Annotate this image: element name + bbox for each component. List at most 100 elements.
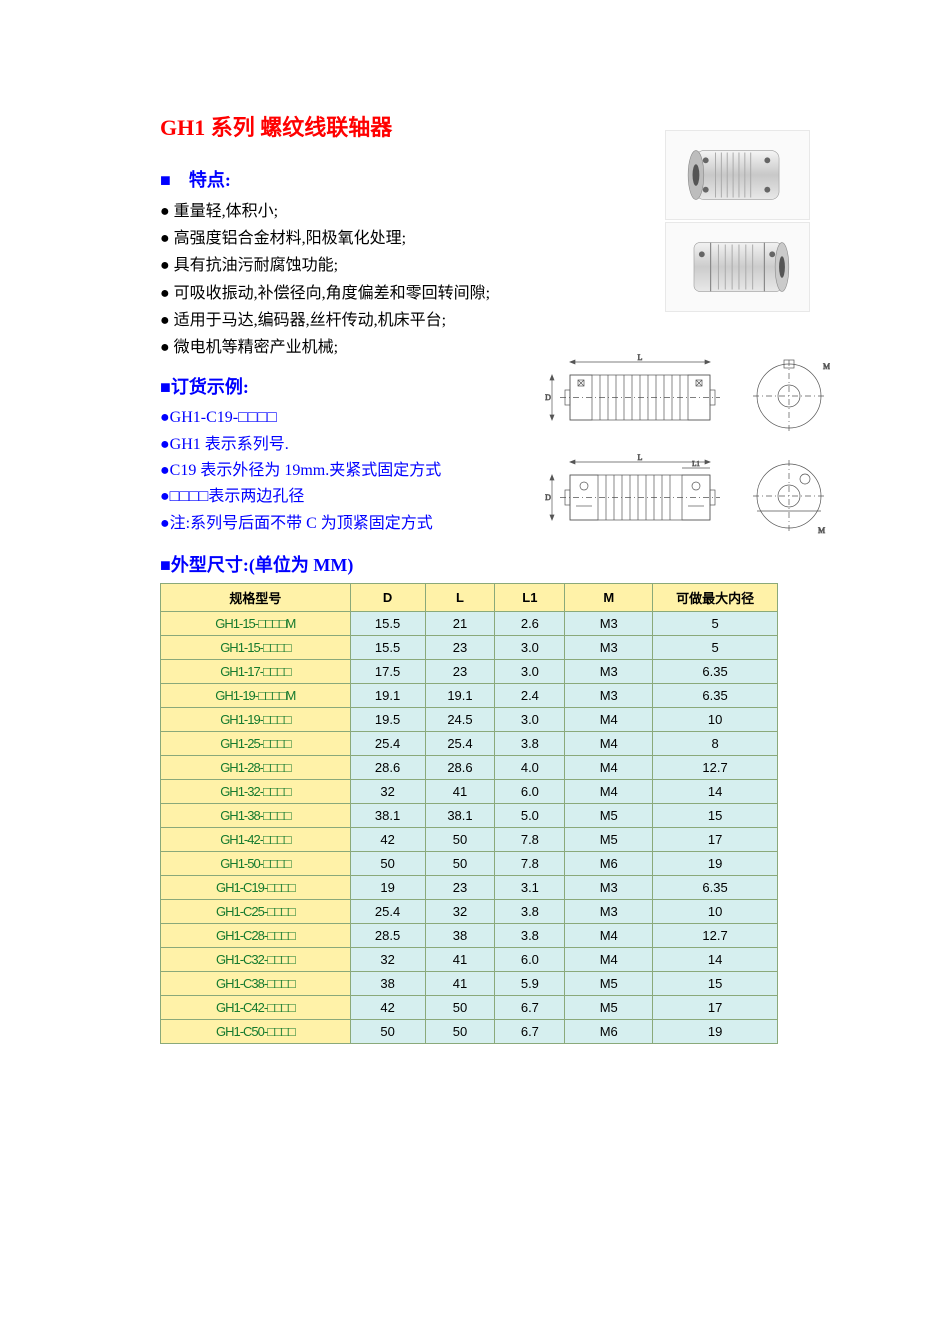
th-model: 规格型号 (161, 584, 351, 612)
cell-data: 50 (350, 852, 425, 876)
cell-data: M5 (565, 828, 653, 852)
cell-data: 28.6 (350, 756, 425, 780)
cell-data: M4 (565, 756, 653, 780)
cell-data: 5.9 (495, 972, 565, 996)
cell-data: 17.5 (350, 660, 425, 684)
svg-text:L: L (638, 353, 643, 362)
cell-data: 6.35 (653, 876, 778, 900)
cell-data: 5.0 (495, 804, 565, 828)
drawing-bottom-right: M (748, 455, 830, 537)
cell-data: 19.5 (350, 708, 425, 732)
table-row: GH1-42-□□□□42507.8M517 (161, 828, 778, 852)
cell-model: GH1-19-□□□□M (161, 684, 351, 708)
table-row: GH1-15-□□□□M15.5212.6M35 (161, 612, 778, 636)
cell-data: M5 (565, 972, 653, 996)
drawing-top-left: L D (540, 350, 740, 442)
cell-data: 7.8 (495, 852, 565, 876)
table-row: GH1-C38-□□□□38415.9M515 (161, 972, 778, 996)
cell-data: 42 (350, 996, 425, 1020)
cell-data: M3 (565, 684, 653, 708)
cell-model: GH1-C50-□□□□ (161, 1020, 351, 1044)
cell-data: M6 (565, 852, 653, 876)
table-row: GH1-28-□□□□28.628.64.0M412.7 (161, 756, 778, 780)
cell-data: M4 (565, 924, 653, 948)
cell-data: 28.5 (350, 924, 425, 948)
cell-data: 25.4 (350, 732, 425, 756)
cell-data: 12.7 (653, 756, 778, 780)
cell-data: 50 (425, 828, 495, 852)
cell-data: M3 (565, 636, 653, 660)
cell-data: 4.0 (495, 756, 565, 780)
cell-data: 41 (425, 780, 495, 804)
cell-model: GH1-C38-□□□□ (161, 972, 351, 996)
cell-data: 3.8 (495, 732, 565, 756)
th-l1: L1 (495, 584, 565, 612)
cell-data: 38.1 (425, 804, 495, 828)
cell-data: 50 (425, 852, 495, 876)
cell-data: 3.0 (495, 636, 565, 660)
cell-model: GH1-50-□□□□ (161, 852, 351, 876)
cell-data: 3.1 (495, 876, 565, 900)
cell-data: M5 (565, 996, 653, 1020)
cell-data: 3.8 (495, 900, 565, 924)
spec-table: 规格型号 D L L1 M 可做最大内径 GH1-15-□□□□M15.5212… (160, 583, 778, 1044)
cell-data: M3 (565, 660, 653, 684)
cell-model: GH1-32-□□□□ (161, 780, 351, 804)
svg-text:M: M (818, 526, 825, 535)
cell-data: 15 (653, 972, 778, 996)
cell-data: 10 (653, 708, 778, 732)
cell-data: 14 (653, 780, 778, 804)
cell-data: 19.1 (425, 684, 495, 708)
cell-data: 28.6 (425, 756, 495, 780)
cell-model: GH1-19-□□□□ (161, 708, 351, 732)
cell-data: 38 (425, 924, 495, 948)
cell-model: GH1-25-□□□□ (161, 732, 351, 756)
cell-data: 38.1 (350, 804, 425, 828)
th-m: M (565, 584, 653, 612)
table-row: GH1-19-□□□□M19.119.12.4M36.35 (161, 684, 778, 708)
table-row: GH1-25-□□□□25.425.43.8M48 (161, 732, 778, 756)
cell-data: M4 (565, 708, 653, 732)
cell-data: 32 (350, 780, 425, 804)
cell-data: 17 (653, 996, 778, 1020)
cell-data: 3.8 (495, 924, 565, 948)
cell-data: 24.5 (425, 708, 495, 732)
cell-data: 2.6 (495, 612, 565, 636)
cell-data: 19 (653, 852, 778, 876)
photo-bottom (665, 222, 810, 312)
cell-data: 3.0 (495, 708, 565, 732)
table-row: GH1-15-□□□□15.5233.0M35 (161, 636, 778, 660)
cell-data: 23 (425, 660, 495, 684)
cell-model: GH1-C32-□□□□ (161, 948, 351, 972)
cell-data: 19.1 (350, 684, 425, 708)
cell-data: M6 (565, 1020, 653, 1044)
cell-model: GH1-C28-□□□□ (161, 924, 351, 948)
cell-data: 2.4 (495, 684, 565, 708)
drawing-bottom-left: L L1 D (540, 450, 740, 542)
cell-data: 17 (653, 828, 778, 852)
cell-model: GH1-C19-□□□□ (161, 876, 351, 900)
cell-model: GH1-15-□□□□M (161, 612, 351, 636)
cell-data: 50 (425, 996, 495, 1020)
cell-data: 6.0 (495, 948, 565, 972)
cell-data: 19 (653, 1020, 778, 1044)
cell-data: 32 (425, 900, 495, 924)
cell-data: 38 (350, 972, 425, 996)
cell-data: 5 (653, 612, 778, 636)
cell-data: 15.5 (350, 636, 425, 660)
cell-data: 32 (350, 948, 425, 972)
svg-text:L: L (638, 453, 643, 462)
cell-data: 25.4 (425, 732, 495, 756)
cell-model: GH1-38-□□□□ (161, 804, 351, 828)
cell-data: 41 (425, 972, 495, 996)
table-row: GH1-32-□□□□32416.0M414 (161, 780, 778, 804)
cell-data: 23 (425, 636, 495, 660)
cell-model: GH1-C25-□□□□ (161, 900, 351, 924)
dimensions-heading: ■外型尺寸:(单位为 MM) (160, 551, 855, 577)
cell-data: 14 (653, 948, 778, 972)
cell-model: GH1-42-□□□□ (161, 828, 351, 852)
cell-data: 5 (653, 636, 778, 660)
cell-model: GH1-C42-□□□□ (161, 996, 351, 1020)
cell-data: 7.8 (495, 828, 565, 852)
table-header-row: 规格型号 D L L1 M 可做最大内径 (161, 584, 778, 612)
